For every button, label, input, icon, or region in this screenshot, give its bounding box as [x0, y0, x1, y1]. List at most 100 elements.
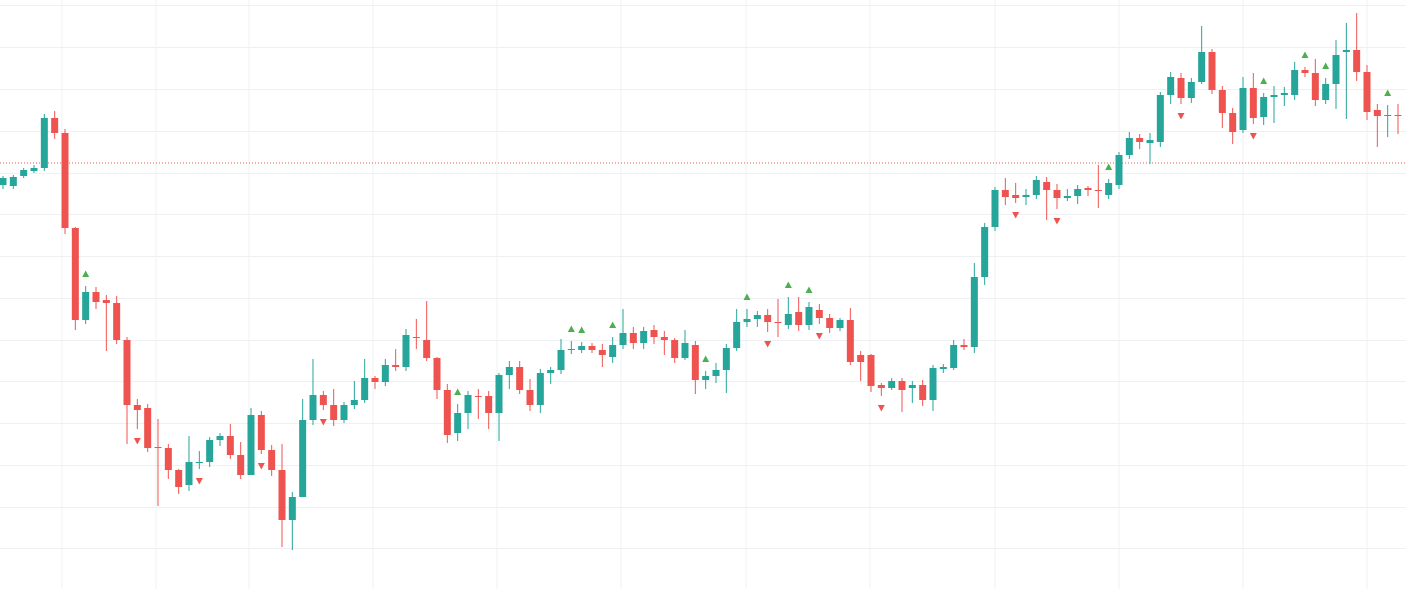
candle-body — [51, 118, 59, 133]
candle-body — [1074, 189, 1082, 196]
candle-body — [454, 413, 462, 433]
candle-body — [1115, 155, 1123, 185]
candle-body — [774, 322, 782, 323]
candle-body — [712, 370, 720, 376]
candle-body — [1311, 73, 1319, 100]
candle-body — [588, 346, 596, 350]
candle-body — [960, 345, 968, 347]
candle-body — [1022, 195, 1030, 197]
candle-body — [1394, 115, 1402, 116]
candle-body — [144, 408, 152, 448]
candle-body — [722, 348, 730, 370]
candle-body — [629, 333, 637, 343]
candle-body — [557, 350, 565, 370]
buy-signal — [1105, 163, 1113, 170]
candle-body — [857, 355, 865, 362]
buy-signal — [578, 326, 586, 333]
candle-body — [288, 497, 296, 520]
candle-body — [247, 415, 255, 475]
buy-signal — [1260, 77, 1268, 84]
candle-body — [1208, 52, 1216, 90]
candle-body — [826, 318, 834, 328]
candle-body — [1094, 190, 1102, 191]
candle-body — [185, 462, 193, 485]
candle-body — [1177, 78, 1185, 98]
buy-signal — [743, 293, 751, 300]
candle-body — [1270, 95, 1278, 97]
candle-body — [71, 228, 79, 320]
candle-body — [433, 358, 441, 390]
candle-body — [361, 378, 369, 400]
candle-body — [330, 405, 338, 420]
candle-body — [154, 447, 162, 448]
candle-body — [795, 312, 803, 325]
candle-body — [681, 343, 689, 358]
candle-body — [402, 335, 410, 367]
candle-body — [691, 345, 699, 380]
candle-body — [939, 367, 947, 369]
candle-body — [888, 381, 896, 388]
candle-body — [1342, 50, 1350, 52]
candle-body — [485, 396, 493, 413]
candle-body — [299, 420, 307, 497]
candle-body — [743, 319, 751, 322]
candle-body — [970, 277, 978, 347]
candle-body — [867, 355, 875, 386]
sell-signal — [815, 333, 823, 340]
candle-body — [846, 320, 854, 362]
candle-body — [92, 292, 100, 302]
candle-body — [753, 315, 761, 319]
candle-body — [1084, 188, 1092, 190]
candle-body — [1218, 90, 1226, 113]
candle-body — [536, 373, 544, 405]
sell-signal — [764, 341, 772, 348]
candle-body — [340, 405, 348, 420]
candle-body — [1063, 196, 1071, 198]
candle-body — [1001, 190, 1009, 197]
candle-body — [898, 381, 906, 390]
candle-body — [702, 376, 710, 380]
sell-signal — [133, 438, 141, 445]
candle-body — [175, 470, 183, 487]
buy-signal — [702, 355, 710, 362]
candle-body — [836, 320, 844, 328]
buy-signal — [784, 281, 792, 288]
candle-body — [1280, 93, 1288, 95]
candle-body — [1229, 113, 1237, 132]
candle-body — [257, 415, 265, 450]
candle-body — [1125, 138, 1133, 155]
candle-body — [474, 396, 482, 397]
candle-body — [133, 405, 141, 410]
candle-body — [1260, 97, 1268, 117]
candle-body — [195, 462, 203, 463]
candle-body — [30, 168, 38, 171]
candle-body — [123, 340, 131, 405]
candle-body — [350, 400, 358, 405]
candle-body — [1053, 190, 1061, 198]
candle-body — [805, 307, 813, 325]
candle-body — [216, 436, 224, 440]
candle-body — [1249, 88, 1257, 118]
buy-signal — [82, 270, 90, 277]
candle-body — [1353, 50, 1361, 72]
candle-body — [619, 333, 627, 345]
candle-body — [919, 385, 927, 400]
candle-body — [371, 378, 379, 382]
candle-body — [547, 370, 555, 373]
sell-signal — [1177, 113, 1185, 120]
candle-body — [609, 345, 617, 357]
candle-body — [1239, 88, 1247, 130]
candle-body — [950, 345, 958, 368]
candle-body — [1322, 84, 1330, 100]
candle-body — [0, 178, 7, 185]
sell-signal — [1012, 212, 1020, 219]
buy-signal — [609, 321, 617, 328]
candle-body — [1301, 70, 1309, 73]
candle-body — [268, 450, 276, 470]
candle-body — [1187, 82, 1195, 98]
candle-body — [20, 170, 28, 176]
candle-body — [671, 340, 679, 358]
buy-signal — [1322, 62, 1330, 69]
